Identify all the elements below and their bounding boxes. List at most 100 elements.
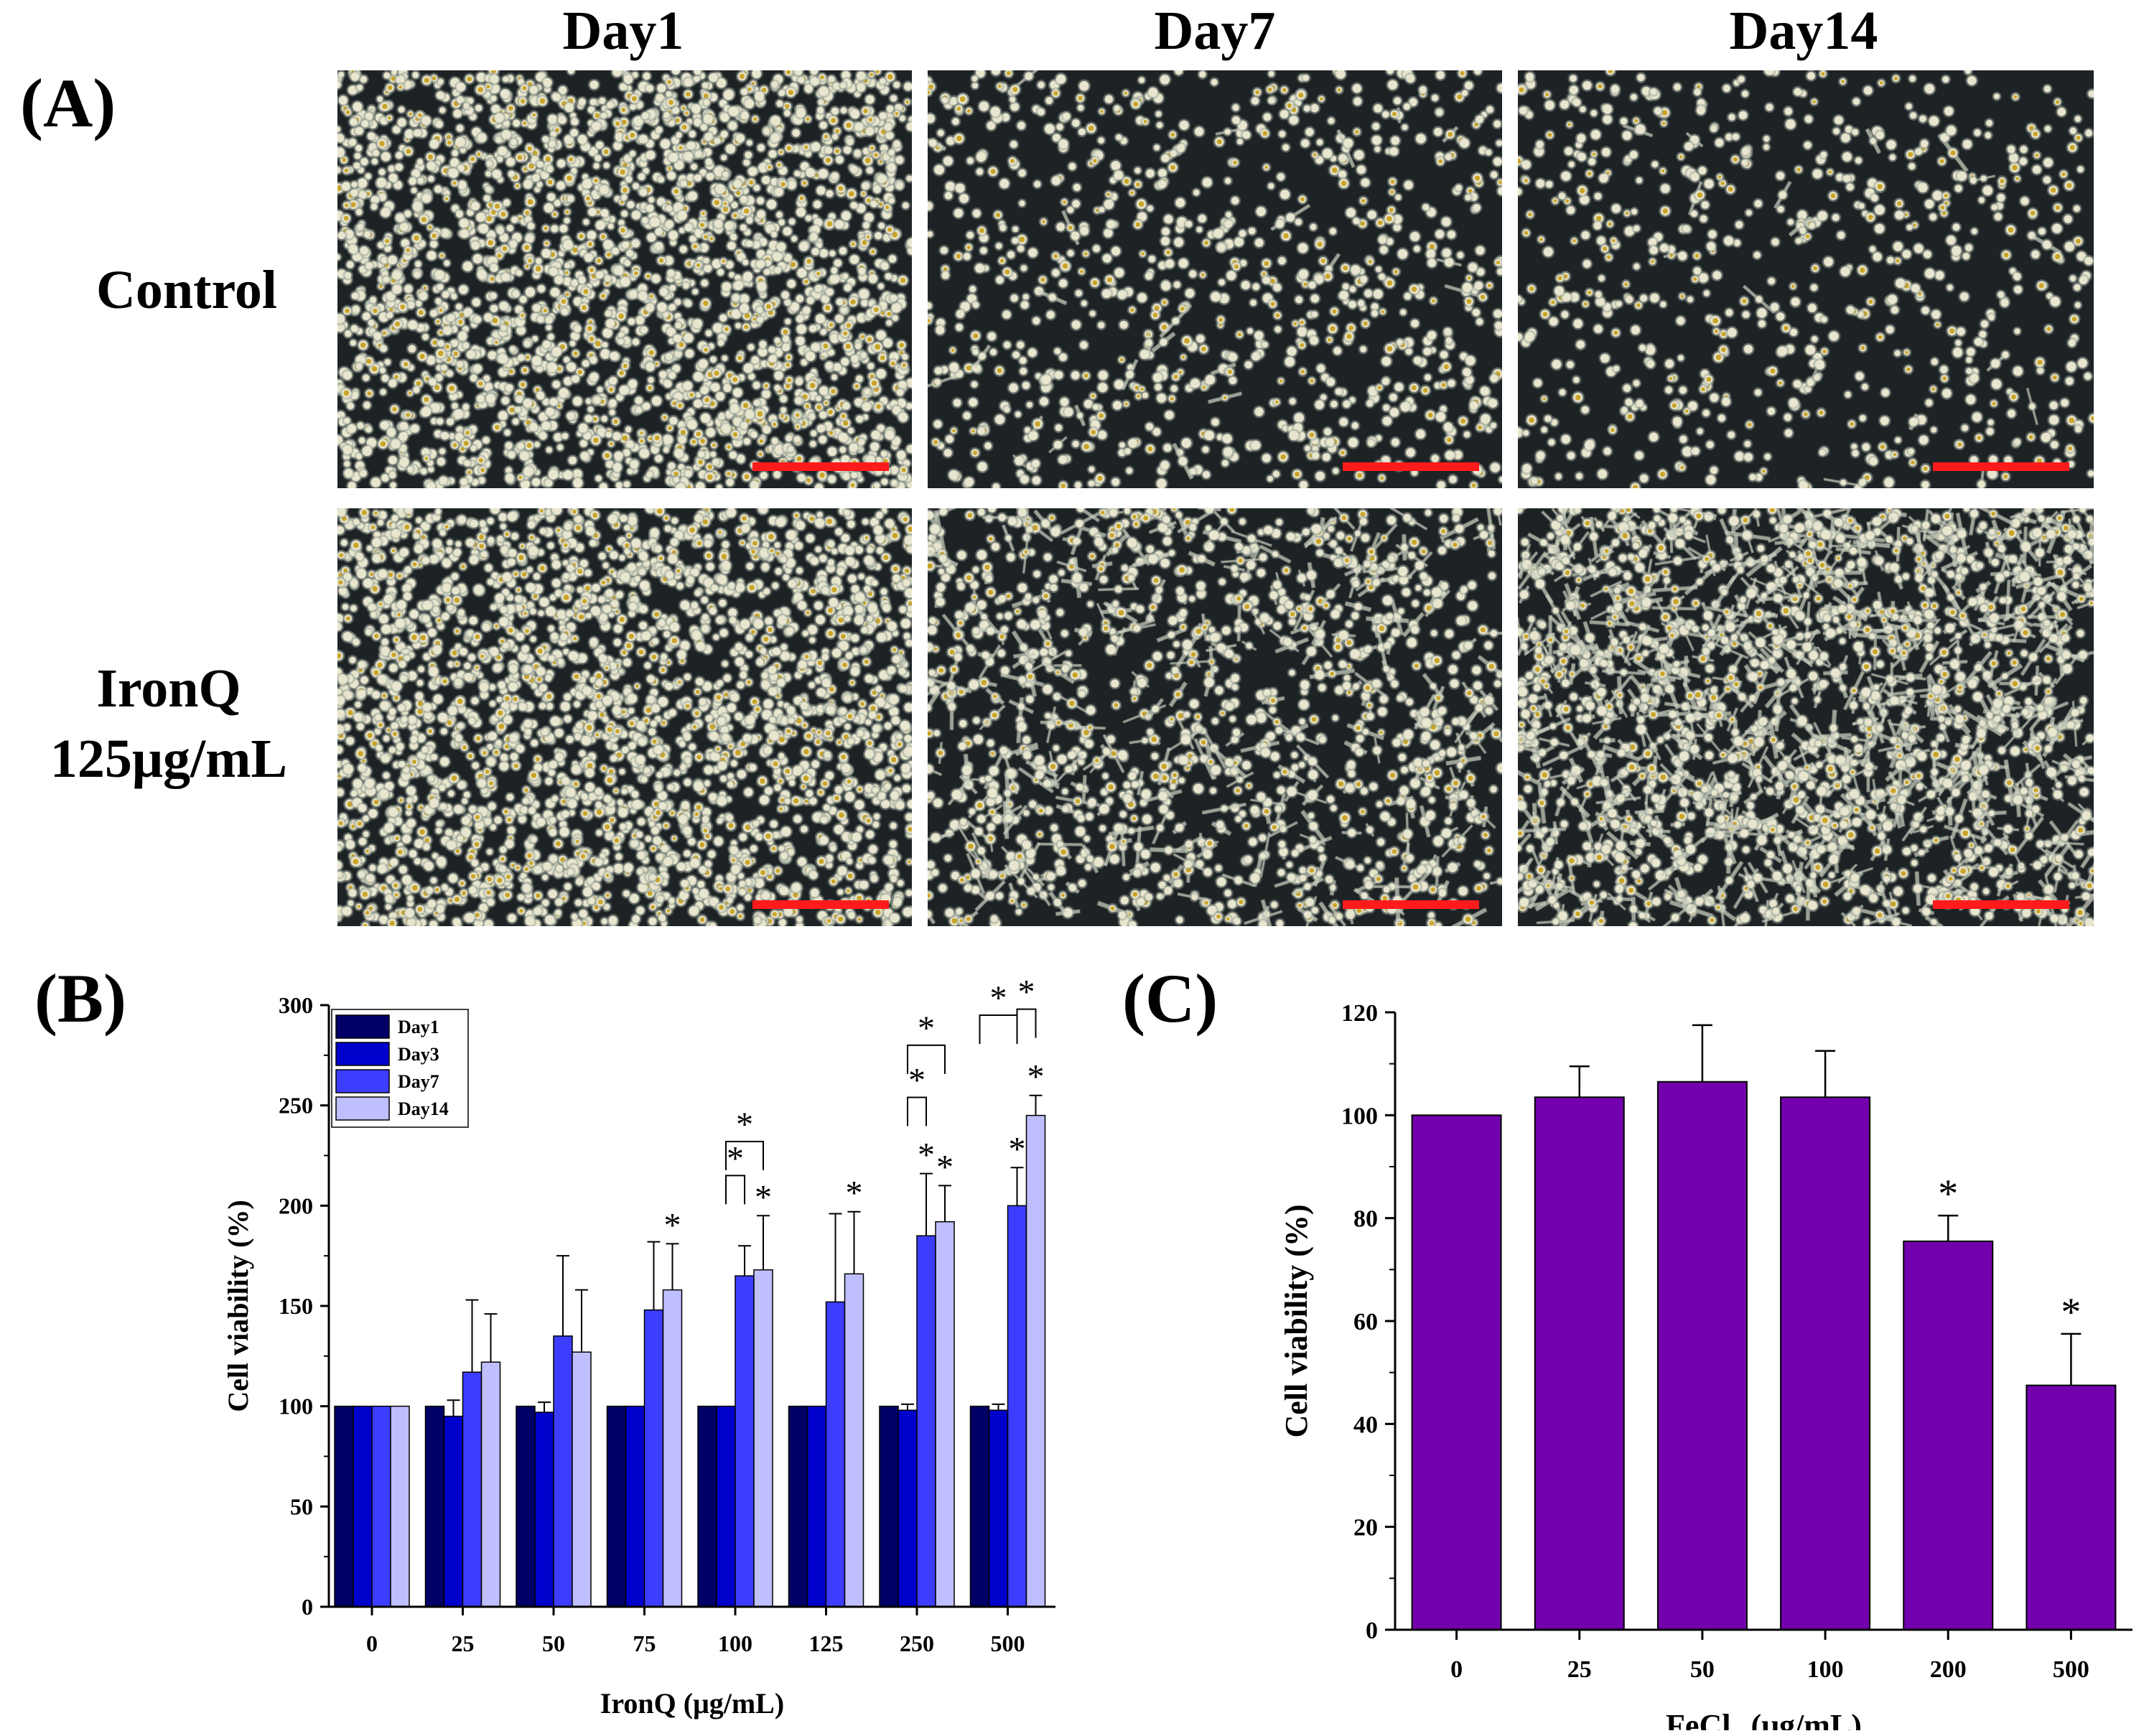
bar-day3-25 [443, 1415, 464, 1607]
bracket-star: * [990, 979, 1007, 1017]
bar-day14-100 [753, 1269, 773, 1607]
column-title-day7: Day7 [1154, 1, 1276, 61]
significance-star: * [846, 1175, 863, 1213]
micrograph-control-day1-image [337, 70, 912, 488]
x-tick-label: 50 [1690, 1656, 1715, 1683]
column-title-day14: Day14 [1729, 1, 1878, 61]
row-title-ironq-line2: 125μg/mL [50, 729, 288, 789]
panel-a-label: (A) [20, 65, 116, 141]
significance-bracket [979, 1014, 1018, 1044]
bar-day14-50 [572, 1351, 592, 1607]
micrograph-ironq-day7 [928, 508, 1502, 926]
y-tick-label: 120 [1341, 1000, 1378, 1027]
bar-day7-75 [643, 1309, 664, 1607]
legend-label-day1: Day1 [398, 1017, 439, 1037]
micrograph-control-day14-image [1518, 70, 2094, 488]
bar-day7-100 [735, 1275, 755, 1607]
row-title-ironq-line1: IronQ [96, 658, 241, 719]
micrograph-control-day14 [1518, 70, 2094, 488]
row-title-ironq: IronQ 125μg/mL [14, 653, 323, 794]
bar-200 [1903, 1240, 1994, 1630]
y-tick-label: 50 [290, 1493, 313, 1519]
significance-bracket [725, 1140, 764, 1170]
bracket-star: * [908, 1061, 926, 1099]
x-tick-label: 0 [366, 1630, 378, 1656]
bracket-star: * [736, 1106, 753, 1144]
bar-500 [2026, 1384, 2117, 1630]
y-tick-label: 300 [279, 992, 313, 1018]
bar-day14-125 [844, 1273, 864, 1607]
bar-day7-125 [825, 1301, 846, 1607]
significance-bracket [725, 1175, 745, 1205]
chart-b-ironq-viability: 0 50 100 150 200 250 300 0 25 50 75 100 125 250 500 Iro… [222, 974, 1055, 1719]
x-tick-label: 250 [900, 1630, 934, 1656]
y-tick-label: 80 [1353, 1206, 1378, 1233]
x-axis-label: IronQ (μg/mL) [600, 1687, 784, 1719]
bar-day14-250 [935, 1221, 955, 1607]
y-tick-label: 20 [1353, 1515, 1378, 1541]
bar-50 [1656, 1081, 1748, 1630]
x-tick-label: 75 [633, 1630, 656, 1656]
y-tick-label: 100 [1341, 1103, 1378, 1129]
bar-day3-500 [988, 1409, 1009, 1607]
significance-star: * [664, 1206, 681, 1244]
x-tick-label: 50 [542, 1630, 565, 1656]
scale-bar [1933, 462, 2069, 471]
bar-day14-75 [662, 1289, 683, 1607]
micrograph-ironq-day14 [1518, 508, 2094, 926]
micrograph-ironq-day14-image [1518, 508, 2094, 926]
bracket-star: * [1018, 974, 1035, 1012]
y-tick-label: 40 [1353, 1411, 1378, 1438]
significance-star: * [755, 1178, 772, 1216]
bar-day3-0 [353, 1405, 373, 1607]
scale-bar [1933, 900, 2069, 909]
bracket-star: * [918, 1009, 935, 1047]
x-tick-label: 0 [1450, 1656, 1463, 1683]
bar-day1-75 [606, 1405, 627, 1607]
micrograph-ironq-day1-image [337, 508, 912, 926]
x-axis-label: FeCl3 (μg/mL) [1666, 1708, 1862, 1730]
scale-bar [752, 900, 889, 909]
x-tick-label: 500 [2053, 1656, 2089, 1683]
legend-label-day14: Day14 [398, 1098, 449, 1119]
bar-day7-50 [553, 1335, 573, 1607]
significance-star: * [1027, 1058, 1045, 1096]
legend-swatch-day7 [335, 1069, 390, 1093]
x-tick-label: 25 [1567, 1656, 1592, 1683]
bar-day7-0 [371, 1405, 391, 1607]
bar-day14-25 [480, 1361, 501, 1607]
y-tick-label: 250 [279, 1093, 313, 1119]
panel-b-label: (B) [34, 960, 126, 1037]
y-tick-label: 0 [302, 1594, 313, 1620]
bar-day1-125 [788, 1405, 808, 1607]
micrograph-control-day1 [337, 70, 912, 488]
y-tick-label: 150 [279, 1293, 313, 1319]
bar-day14-500 [1025, 1114, 1046, 1607]
chart-c-fecl3-viability: * * 0 20 40 60 80 100 120 0 25 50 100 200 500 FeCl3 (μg… [1279, 1000, 2132, 1730]
micrograph-control-day7-image [928, 70, 1502, 488]
significance-star: * [2061, 1290, 2081, 1335]
significance-bracket [1016, 1008, 1037, 1038]
legend-label-day7: Day7 [398, 1071, 439, 1092]
significance-star: * [1938, 1172, 1958, 1216]
micrograph-control-day7 [928, 70, 1502, 488]
bar-day7-250 [916, 1235, 936, 1607]
y-tick-label: 200 [279, 1193, 313, 1218]
bar-0 [1411, 1114, 1502, 1631]
bar-day3-125 [806, 1405, 827, 1607]
bar-day7-500 [1007, 1205, 1027, 1607]
significance-star: * [918, 1137, 935, 1175]
x-tick-label: 100 [1807, 1656, 1844, 1683]
bar-day1-500 [969, 1405, 990, 1607]
x-tick-label: 500 [991, 1630, 1025, 1656]
row-title-control: Control [43, 255, 330, 325]
bar-day1-250 [879, 1405, 899, 1607]
legend-label-day3: Day3 [398, 1044, 439, 1065]
x-tick-label: 25 [452, 1630, 475, 1656]
significance-bracket [907, 1044, 946, 1074]
column-title-day1: Day1 [562, 1, 684, 61]
scale-bar [1343, 900, 1479, 909]
y-tick-label: 60 [1353, 1309, 1378, 1335]
bar-25 [1534, 1096, 1625, 1630]
bar-day3-50 [534, 1411, 554, 1607]
